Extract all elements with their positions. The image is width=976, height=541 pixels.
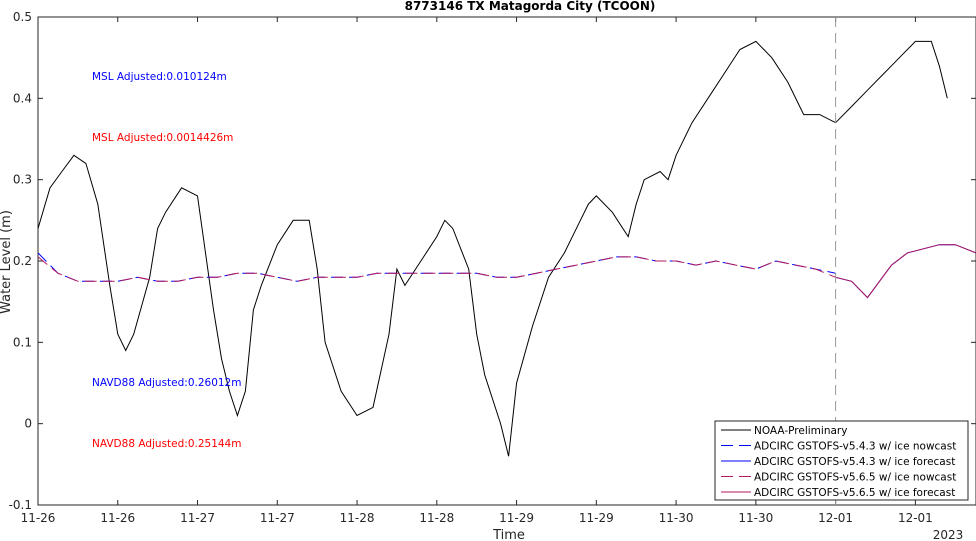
annotation-navd88-v565: NAVD88 Adjusted:0.25144m: [92, 438, 241, 450]
x-tick-label: 11-29: [499, 511, 534, 525]
x-tick-label: 11-29: [579, 511, 614, 525]
y-axis: -0.1 0 0.1 0.2 0.3 0.4 0.5: [9, 10, 976, 512]
series-group: [37, 40, 976, 457]
year-label: 2023: [933, 528, 964, 541]
x-tick-label: 11-28: [419, 511, 454, 525]
legend-label: ADCIRC GSTOFS-v5.4.3 w/ ice nowcast: [754, 441, 956, 453]
x-tick-label: 12-01: [818, 511, 853, 525]
legend-box: [714, 420, 969, 501]
y-tick-label: 0.1: [13, 335, 32, 349]
y-tick-label: 0.5: [13, 10, 32, 24]
legend-label: ADCIRC GSTOFS-v5.4.3 w/ ice forecast: [754, 456, 955, 468]
y-tick-label: 0.3: [13, 173, 32, 187]
x-tick-label: 12-01: [898, 511, 933, 525]
legend-label: ADCIRC GSTOFS-v5.6.5 w/ ice nowcast: [754, 472, 956, 484]
annotation-msl-v565: MSL Adjusted:0.0014426m: [92, 132, 233, 144]
x-tick-label: 11-27: [180, 511, 215, 525]
y-tick-label: 0.2: [13, 254, 32, 268]
x-tick-label: 11-26: [21, 511, 56, 525]
x-axis-label: Time: [492, 528, 525, 541]
legend-label: ADCIRC GSTOFS-v5.6.5 w/ ice forecast: [754, 487, 955, 499]
y-axis-label: Water Level (m): [0, 210, 14, 314]
x-tick-label: 11-26: [100, 511, 135, 525]
x-tick-label: 11-30: [659, 511, 694, 525]
x-axis: 11-26 11-26 11-27 11-27 11-28 11-28 11-29 11-29…: [21, 17, 933, 525]
series-line-noaa-preliminary: [37, 40, 948, 457]
legend: NOAA-Preliminary ADCIRC GSTOFS-v5.4.3 w/ …: [714, 420, 969, 501]
legend-label: NOAA-Preliminary: [754, 425, 847, 437]
y-tick-label: -0.1: [9, 498, 32, 512]
y-tick-label: 0: [24, 417, 32, 431]
chart-title: 8773146 TX Matagorda City (TCOON): [405, 0, 656, 13]
y-tick-label: 0.4: [13, 91, 32, 105]
x-tick-label: 11-28: [340, 511, 375, 525]
annotation-navd88-v543: NAVD88 Adjusted:0.26012m: [92, 377, 241, 389]
x-tick-label: 11-30: [738, 511, 773, 525]
series-line-adcirc-gstofs-v5-6-5-w-ice-forecast: [835, 244, 976, 299]
annotation-msl-v543: MSL Adjusted:0.010124m: [92, 71, 227, 83]
x-tick-label: 11-27: [260, 511, 295, 525]
